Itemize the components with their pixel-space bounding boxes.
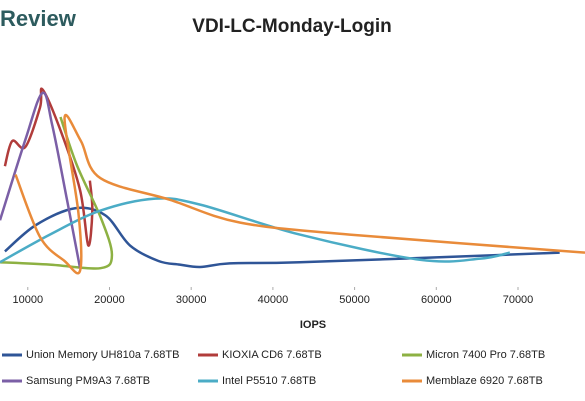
x-tick-label: 70000 — [503, 294, 534, 306]
series-line — [0, 197, 511, 264]
brand: Review — [0, 6, 77, 31]
chart-title: VDI-LC-Monday-Login — [192, 16, 391, 37]
legend-label: Micron 7400 Pro 7.68TB — [426, 349, 545, 361]
x-tick-label: 10000 — [12, 294, 43, 306]
series-line — [3, 87, 94, 247]
x-tick-label: 40000 — [258, 294, 289, 306]
legend-label: KIOXIA CD6 7.68TB — [222, 349, 322, 361]
series-line — [14, 114, 585, 275]
x-tick-label: 30000 — [176, 294, 207, 306]
legend-label: Samsung PM9A3 7.68TB — [26, 375, 150, 387]
legend-label: Union Memory UH810a 7.68TB — [26, 349, 179, 361]
series-line — [4, 206, 560, 269]
series-line — [0, 91, 82, 269]
x-tick-label: 60000 — [421, 294, 452, 306]
x-axis-label: IOPS — [300, 319, 326, 331]
x-tick-label: 50000 — [339, 294, 370, 306]
x-tick-label: 20000 — [94, 294, 125, 306]
series-line — [0, 116, 114, 270]
legend-label: Memblaze 6920 7.68TB — [426, 375, 543, 387]
legend-label: Intel P5510 7.68TB — [222, 375, 316, 387]
